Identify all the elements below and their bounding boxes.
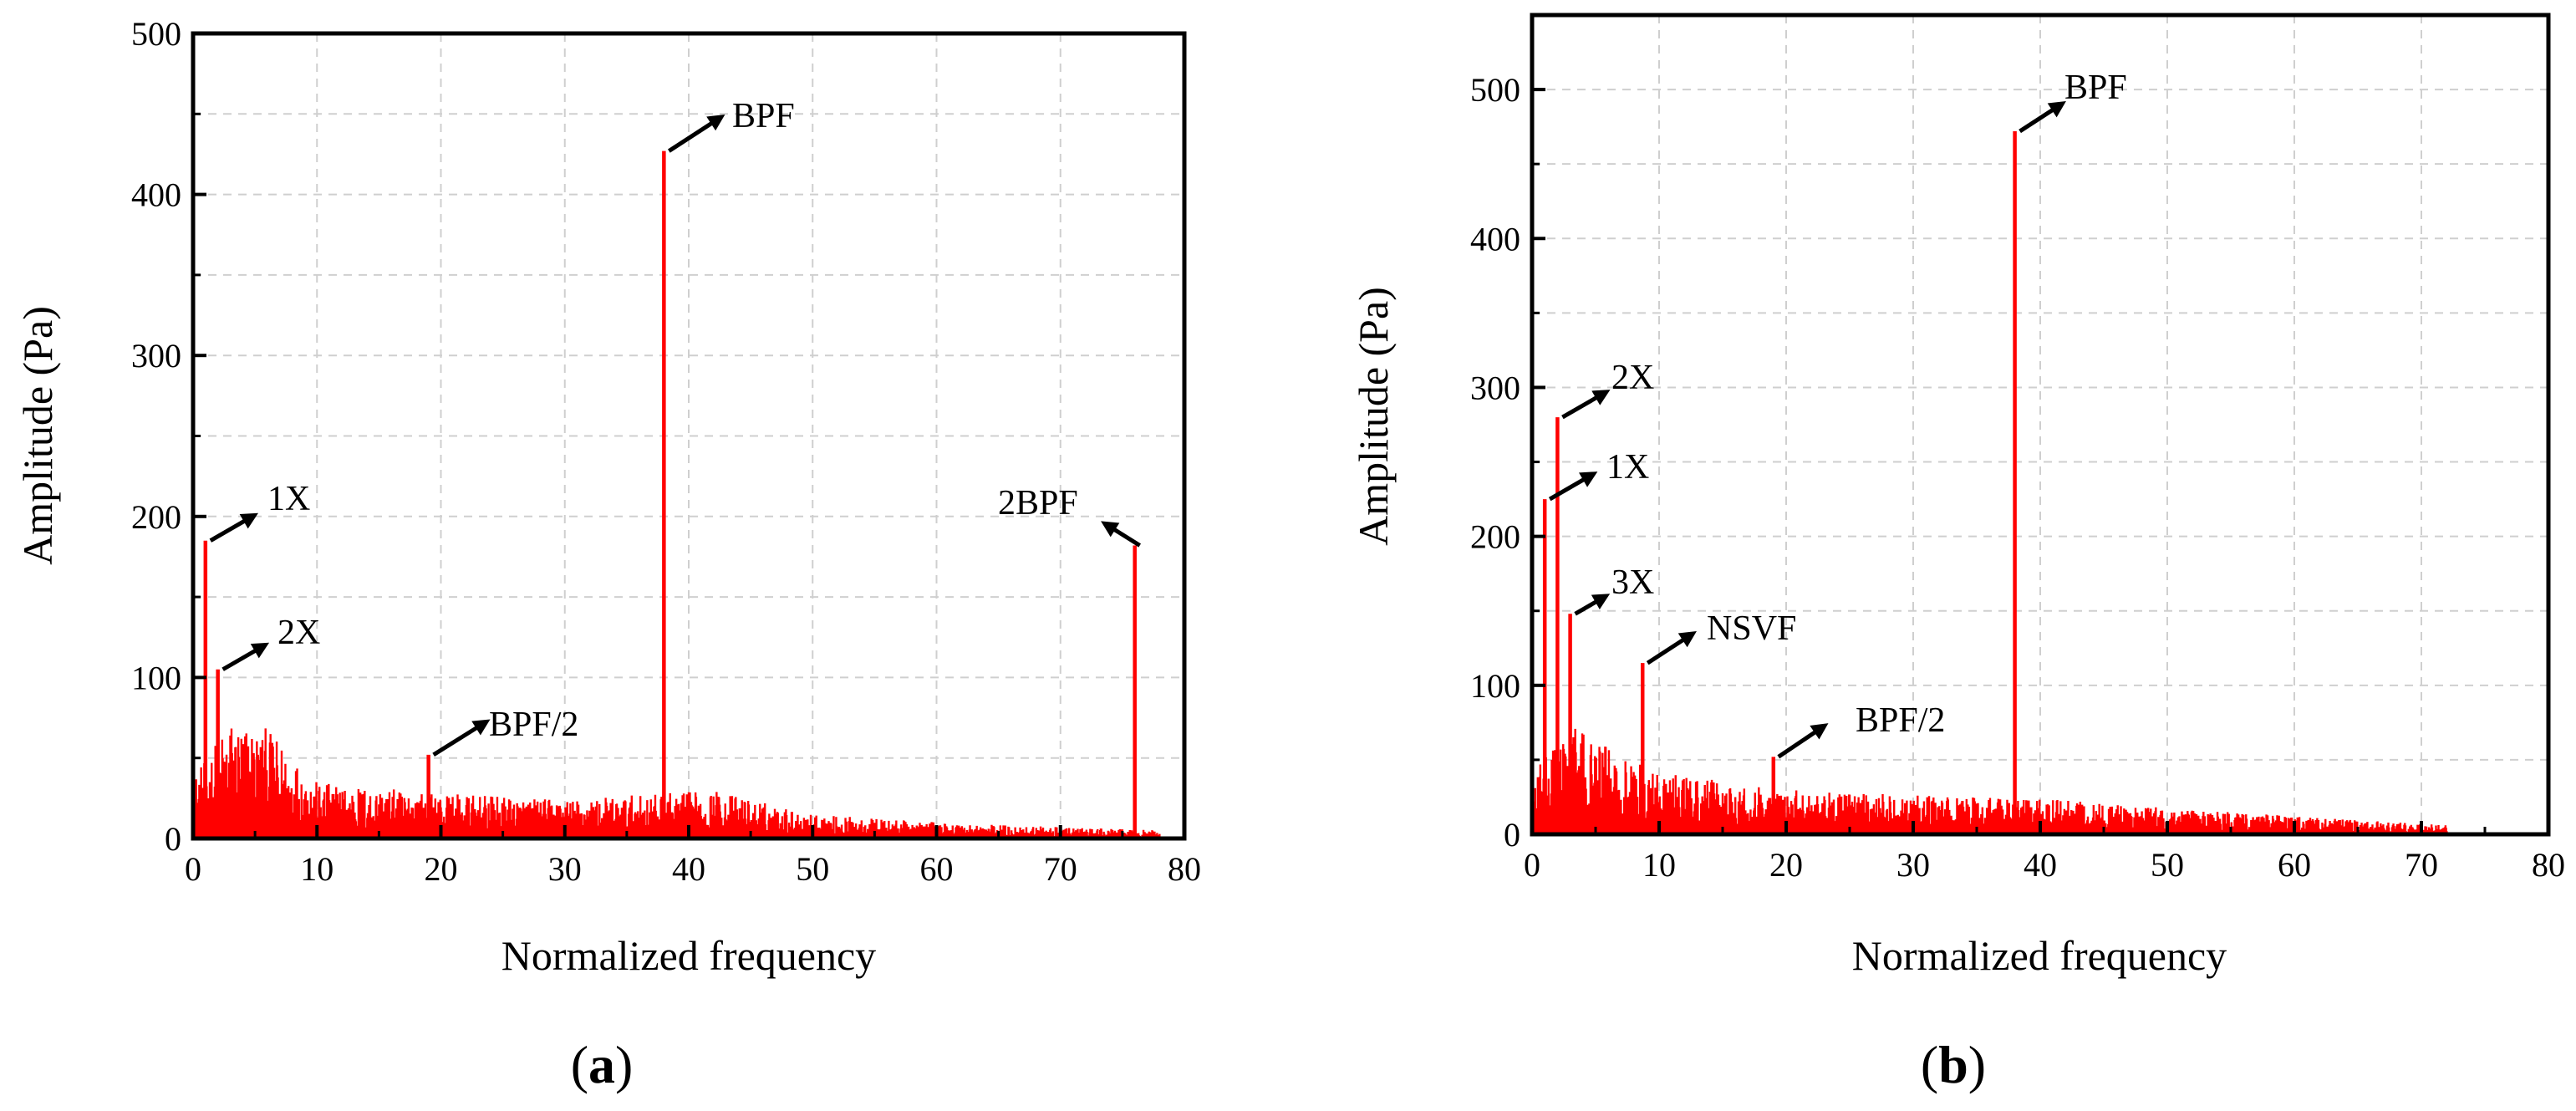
x-tick-label: 80 [1168, 850, 1201, 888]
annotation-arrow [667, 115, 725, 153]
y-tick-label: 300 [131, 337, 181, 375]
y-tick-label: 0 [1504, 816, 1520, 854]
annotation-label: 2X [277, 614, 320, 652]
annotation-label: 2X [1611, 359, 1654, 397]
annotation-arrow [1574, 594, 1611, 616]
x-tick-label: 20 [425, 850, 458, 888]
x-tick-label: 70 [1044, 850, 1077, 888]
annotation-label: BPF/2 [1856, 701, 1945, 740]
y-axis-title: Amplitude (Pa) [1350, 287, 1397, 546]
y-tick-label: 100 [1470, 667, 1520, 705]
annotation-label: NSVF [1707, 609, 1796, 648]
x-tick-label: 10 [300, 850, 333, 888]
panel-b-chart: 0 10 20 30 40 50 60 70 80 0 100 200 300 400 500 Normali… [1350, 13, 2565, 1094]
grid-lines [1532, 15, 2548, 834]
annotation-label: 2BPF [998, 484, 1078, 522]
y-tick-label: 200 [131, 498, 181, 536]
x-axis-title: Normalized frequency [1852, 932, 2227, 979]
x-tick-label: 80 [2532, 846, 2565, 884]
y-tick-label: 400 [1470, 220, 1520, 257]
annotation-arrow [2019, 101, 2066, 134]
x-axis-title: Normalized frequency [501, 932, 876, 979]
annotation-arrow [221, 642, 270, 671]
annotation-arrow [1561, 390, 1611, 420]
x-tick-label: 30 [1896, 846, 1930, 884]
annotation-arrow [209, 512, 258, 543]
y-tick-label: 500 [131, 15, 181, 53]
panel-label: (a) [571, 1035, 634, 1094]
annotation-label: BPF/2 [489, 706, 578, 744]
x-tick-label: 0 [1524, 846, 1540, 884]
annotation-arrow [1646, 630, 1697, 665]
x-tick-label: 0 [185, 850, 201, 888]
x-tick-label: 50 [796, 850, 829, 888]
y-tick-label: 0 [165, 820, 181, 858]
annotation-arrow [1101, 521, 1142, 548]
annotation-label: 3X [1611, 563, 1654, 602]
panel-a-chart: 0 10 20 30 40 50 60 70 80 0 100 200 300 400 500 Normali… [14, 15, 1201, 1094]
y-tick-label: 500 [1470, 71, 1520, 109]
annotation-arrow [432, 719, 491, 757]
x-tick-label: 60 [920, 850, 954, 888]
x-tick-label: 30 [548, 850, 582, 888]
panel-label: (b) [1921, 1035, 1986, 1094]
annotation-label: 1X [267, 480, 310, 518]
x-tick-label: 40 [2024, 846, 2057, 884]
x-tick-label: 70 [2405, 846, 2438, 884]
x-tick-label: 40 [672, 850, 705, 888]
x-tick-label: 10 [1642, 846, 1676, 884]
annotation-arrow [1777, 723, 1829, 759]
annotation-label: BPF [2064, 69, 2127, 107]
x-tick-label: 20 [1769, 846, 1803, 884]
y-tick-label: 300 [1470, 369, 1520, 406]
y-tick-label: 400 [131, 176, 181, 214]
y-tick-label: 200 [1470, 518, 1520, 556]
x-tick-label: 60 [2278, 846, 2311, 884]
annotation-arrow [1548, 471, 1598, 502]
y-tick-label: 100 [131, 659, 181, 696]
y-axis-title: Amplitude (Pa) [14, 306, 61, 565]
annotation-label: BPF [732, 97, 795, 135]
annotation-label: 1X [1606, 448, 1649, 487]
x-tick-label: 50 [2151, 846, 2184, 884]
